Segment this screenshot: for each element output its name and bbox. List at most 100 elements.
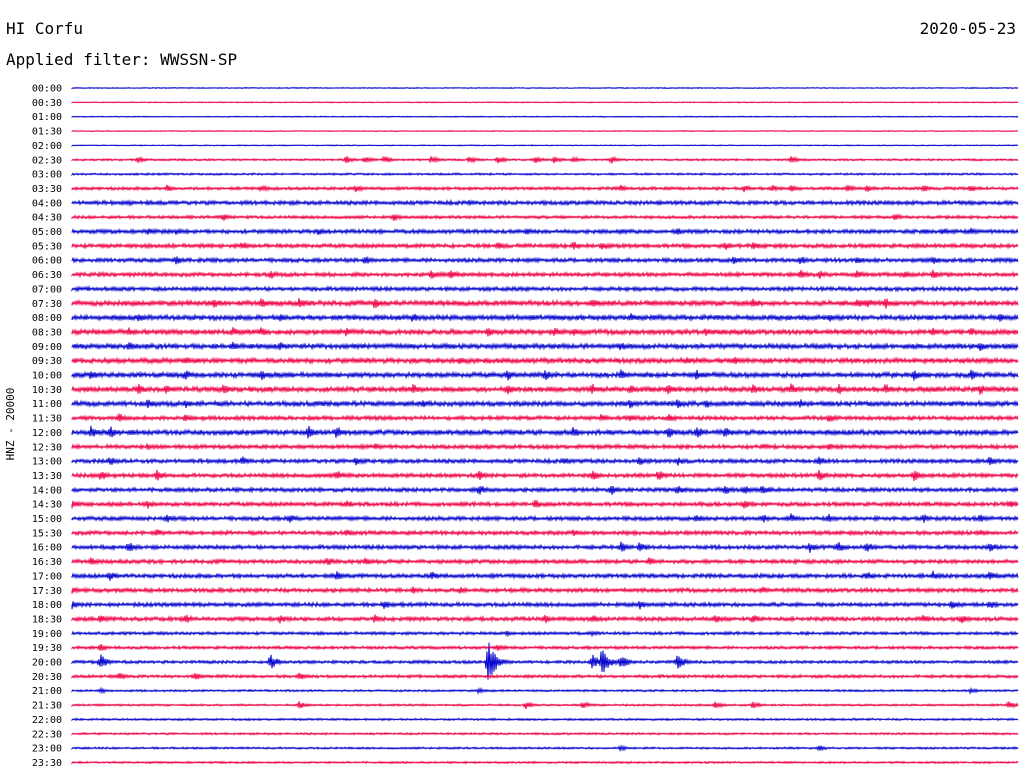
- row-label: 00:00: [32, 84, 62, 95]
- trace-line: [71, 717, 1019, 722]
- trace-line: [71, 557, 1019, 566]
- trace-line: [71, 285, 1019, 293]
- row-label: 21:00: [32, 686, 62, 697]
- row-label: 23:00: [32, 744, 62, 755]
- trace-line: [71, 227, 1019, 236]
- row-label: 20:00: [32, 658, 62, 669]
- trace-line: [71, 642, 1019, 680]
- row-label: 04:00: [32, 198, 62, 209]
- row-label: 12:30: [32, 442, 62, 453]
- row-label: 09:00: [32, 342, 62, 353]
- row-label: 03:30: [32, 184, 62, 195]
- row-label: 23:30: [32, 758, 62, 769]
- row-label: 00:30: [32, 98, 62, 109]
- row-label-layer: 00:00 00:30 01:00 01:30 02:00 02:30 03:00 03:30…: [32, 84, 62, 769]
- trace-line: [71, 383, 1019, 395]
- trace-line: [71, 541, 1019, 553]
- trace-line: [71, 614, 1019, 624]
- trace-line: [71, 586, 1019, 595]
- trace-line: [71, 256, 1019, 265]
- row-label: 07:30: [32, 299, 62, 310]
- trace-line: [71, 144, 1019, 147]
- trace-line: [71, 456, 1019, 466]
- trace-line: [71, 600, 1019, 610]
- station-title: HI Corfu: [6, 19, 84, 38]
- trace-line: [71, 469, 1019, 482]
- row-label: 02:30: [32, 155, 62, 166]
- trace-line: [71, 341, 1019, 351]
- trace-line: [71, 744, 1019, 753]
- trace-line: [71, 269, 1019, 280]
- row-label: 17:00: [32, 571, 62, 582]
- trace-layer: [71, 86, 1019, 765]
- trace-line: [71, 731, 1019, 736]
- row-label: 12:00: [32, 428, 62, 439]
- trace-line: [71, 485, 1019, 495]
- trace-line: [71, 297, 1019, 309]
- row-label: 01:00: [32, 112, 62, 123]
- record-date: 2020-05-23: [919, 19, 1016, 38]
- row-label: 19:30: [32, 643, 62, 654]
- row-label: 08:00: [32, 313, 62, 324]
- row-label: 10:00: [32, 371, 62, 382]
- row-label: 14:30: [32, 500, 62, 511]
- row-label: 17:30: [32, 586, 62, 597]
- trace-line: [71, 155, 1019, 164]
- trace-line: [71, 184, 1019, 193]
- trace-line: [71, 425, 1019, 439]
- trace-line: [71, 760, 1019, 765]
- row-label: 07:00: [32, 284, 62, 295]
- row-label: 15:30: [32, 528, 62, 539]
- trace-line: [71, 570, 1019, 581]
- trace-line: [71, 686, 1019, 695]
- trace-line: [71, 356, 1019, 366]
- row-label: 22:00: [32, 715, 62, 726]
- row-label: 20:30: [32, 672, 62, 683]
- row-label: 05:30: [32, 241, 62, 252]
- trace-line: [71, 499, 1019, 509]
- trace-line: [71, 101, 1019, 104]
- row-label: 01:30: [32, 127, 62, 138]
- row-label: 18:30: [32, 614, 62, 625]
- row-label: 06:30: [32, 270, 62, 281]
- trace-line: [71, 241, 1019, 250]
- filter-label: Applied filter: WWSSN-SP: [6, 50, 238, 69]
- row-label: 03:00: [32, 170, 62, 181]
- trace-line: [71, 630, 1019, 638]
- trace-line: [71, 327, 1019, 337]
- trace-line: [71, 529, 1019, 537]
- trace-line: [71, 672, 1019, 680]
- row-label: 02:00: [32, 141, 62, 152]
- row-label: 11:00: [32, 399, 62, 410]
- trace-line: [71, 442, 1019, 451]
- row-label: 19:00: [32, 629, 62, 640]
- trace-line: [71, 213, 1019, 221]
- row-label: 04:30: [32, 213, 62, 224]
- row-label: 18:00: [32, 600, 62, 611]
- row-label: 13:30: [32, 471, 62, 482]
- row-label: 16:00: [32, 543, 62, 554]
- trace-line: [71, 399, 1019, 409]
- row-label: 06:00: [32, 256, 62, 267]
- row-label: 15:00: [32, 514, 62, 525]
- row-label: 16:30: [32, 557, 62, 568]
- trace-line: [71, 513, 1019, 523]
- trace-line: [71, 700, 1019, 710]
- row-label: 08:30: [32, 327, 62, 338]
- trace-line: [71, 198, 1019, 208]
- row-label: 11:30: [32, 414, 62, 425]
- row-label: 14:00: [32, 485, 62, 496]
- row-label: 09:30: [32, 356, 62, 367]
- trace-line: [71, 413, 1019, 423]
- row-label: 13:00: [32, 457, 62, 468]
- trace-line: [71, 369, 1019, 381]
- row-label: 21:30: [32, 701, 62, 712]
- trace-line: [71, 86, 1019, 90]
- trace-line: [71, 129, 1019, 133]
- row-label: 05:00: [32, 227, 62, 238]
- trace-line: [71, 644, 1019, 652]
- trace-line: [71, 313, 1019, 322]
- trace-line: [71, 172, 1019, 177]
- row-label: 22:30: [32, 729, 62, 740]
